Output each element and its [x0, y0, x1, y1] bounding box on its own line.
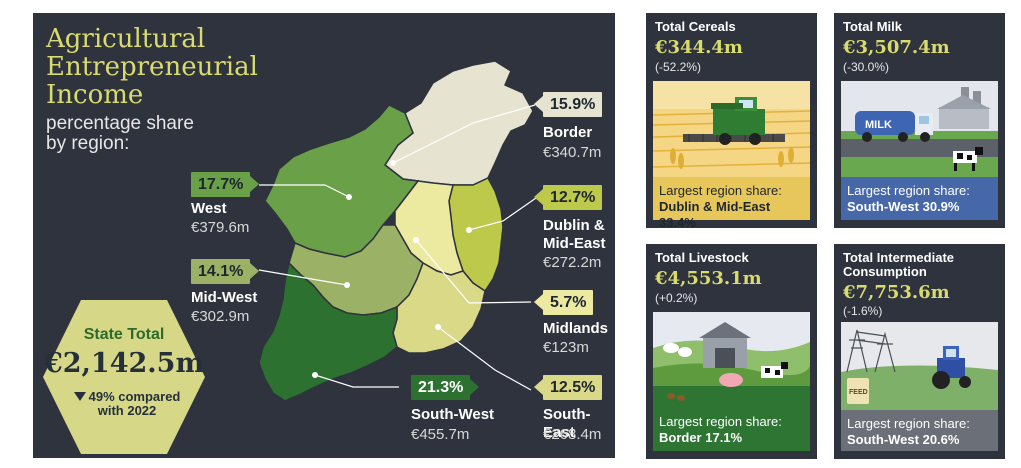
hexagon-shape [43, 300, 205, 454]
midwest-name: Mid-West [191, 289, 258, 306]
intermediate-title-line-1: Total Intermediate [843, 250, 955, 265]
livestock-value: €4,553.1m [655, 268, 762, 289]
leader-west [259, 184, 350, 198]
card-total-cereals: Total Cereals €344.4m (-52.2%) Largest r… [646, 13, 817, 230]
midlands-pct-badge: 5.7% [533, 290, 594, 315]
dublin-pct-badge: 12.7% [533, 185, 603, 210]
dublin-name-line-2: Mid-East [543, 235, 606, 252]
livestock-change: (+0.2%) [655, 291, 698, 305]
intermediate-title-line-2: Consumption [843, 264, 927, 279]
state-total-hexagon: State Total €2,142.5m 49% compared with … [41, 298, 207, 456]
tanker-label: MILK [865, 119, 892, 131]
dublin-name-line-1: Dublin & [543, 217, 605, 234]
card-total-milk: Total Milk €3,507.4m (-30.0%) MILK Large… [834, 13, 1005, 228]
leader-midlands [415, 239, 532, 304]
intermediate-footer: Largest region share: South-West 20.6% [841, 410, 998, 451]
cereals-title: Total Cereals [655, 19, 736, 34]
milk-share-value: South-West 30.9% [847, 199, 960, 214]
livestock-share-value: Border 17.1% [659, 430, 743, 445]
feed-bag-label: FEED [849, 389, 868, 396]
leader-border [392, 104, 536, 164]
west-value: €379.6m [191, 219, 250, 236]
title-line-2: Entrepreneurial [46, 52, 258, 82]
intermediate-share-value: South-West 20.6% [847, 432, 960, 447]
card-total-livestock: Total Livestock €4,553.1m (+0.2%) Larges… [646, 244, 817, 459]
pylons-tractor-illustration: FEED [841, 322, 998, 410]
cereals-share-label: Largest region share: [659, 183, 782, 198]
milk-share-label: Largest region share: [847, 183, 970, 198]
intermediate-change: (-1.6%) [843, 304, 883, 318]
cereals-value: €344.4m [655, 37, 743, 58]
down-triangle-icon [73, 392, 86, 401]
title-line-3: Income [46, 80, 144, 110]
title-line-1: Agricultural [46, 24, 206, 54]
southeast-pct-badge: 12.5% [533, 375, 603, 400]
leader-dublin [468, 197, 537, 231]
subtitle-line-1: percentage share [46, 113, 194, 134]
midwest-pct-badge: 14.1% [191, 259, 260, 284]
west-pct-badge: 17.7% [191, 172, 260, 197]
southeast-value: €268.4m [543, 426, 602, 443]
cereals-footer: Largest region share: Dublin & Mid-East … [653, 177, 810, 230]
border-name: Border [543, 124, 593, 141]
dublin-value: €272.2m [543, 254, 602, 271]
card-total-intermediate-consumption: Total Intermediate Consumption €7,753.6m… [834, 244, 1005, 459]
milk-change: (-30.0%) [843, 60, 890, 74]
midlands-name: Midlands [543, 320, 609, 337]
southwest-pct-badge: 21.3% [411, 375, 480, 400]
state-total-change: 49% compared with 2022 [67, 390, 187, 418]
leader-southwest [314, 374, 399, 388]
border-pct-badge: 15.9% [533, 92, 603, 117]
subtitle-line-2: by region: [46, 133, 130, 154]
milk-title: Total Milk [843, 19, 902, 34]
leader-southeast [437, 326, 532, 391]
midwest-value: €302.9m [191, 308, 250, 325]
southwest-value: €455.7m [411, 426, 470, 443]
regional-income-panel: Agricultural Entrepreneurial Income perc… [33, 13, 615, 458]
intermediate-title: Total Intermediate Consumption [843, 251, 954, 279]
state-change-line-2: with 2022 [97, 403, 157, 418]
border-value: €340.7m [543, 144, 602, 161]
midlands-value: €123m [543, 339, 589, 356]
west-name: West [191, 200, 227, 217]
leader-midwest [258, 269, 348, 286]
panel-subtitle: percentage share by region: [46, 114, 194, 154]
region-southwest-shape [258, 261, 398, 402]
milk-tanker-illustration: MILK [841, 81, 998, 177]
farmyard-illustration [653, 312, 810, 408]
intermediate-share-label: Largest region share: [847, 416, 970, 431]
state-total-value: €2,142.5m [43, 348, 205, 379]
cereals-share-value: Dublin & Mid-East 33.4% [659, 199, 771, 230]
milk-value: €3,507.4m [843, 37, 950, 58]
ireland-region-map [258, 60, 537, 402]
combine-harvester-illustration [653, 81, 810, 177]
milk-footer: Largest region share: South-West 30.9% [841, 177, 998, 220]
cereals-change: (-52.2%) [655, 60, 702, 74]
panel-title: Agricultural Entrepreneurial Income [46, 25, 258, 109]
state-total-label: State Total [83, 326, 165, 343]
state-change-line-1: 49% compared [88, 389, 181, 404]
livestock-share-label: Largest region share: [659, 414, 782, 429]
livestock-footer: Largest region share: Border 17.1% [653, 408, 810, 451]
region-west-shape [264, 104, 420, 258]
livestock-title: Total Livestock [655, 250, 749, 265]
southeast-name: South-East [543, 406, 591, 441]
southwest-name: South-West [411, 406, 495, 423]
intermediate-value: €7,753.6m [843, 282, 950, 303]
